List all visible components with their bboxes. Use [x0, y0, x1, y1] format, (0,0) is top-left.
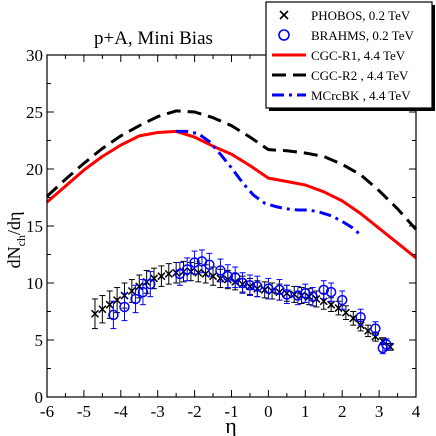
data-point-circle [237, 277, 248, 289]
data-point-x [127, 286, 136, 296]
data-point-circle [281, 289, 293, 300]
data-point-circle [274, 284, 285, 296]
series-line [45, 109, 418, 231]
data-point-x [371, 332, 380, 341]
data-point-circle [318, 284, 329, 296]
data-point-x [98, 305, 107, 314]
legend-marker-x [279, 10, 289, 20]
legend-label: CGC-R2 , 4.4 TeV [311, 68, 409, 83]
x-tick-label: -4 [114, 402, 129, 421]
data-point-circle [145, 278, 156, 290]
legend-label: PHOBOS, 0.2 TeV [311, 8, 411, 23]
legend-marker-circle [278, 29, 290, 41]
series-3 [46, 129, 417, 260]
series-4 [45, 109, 418, 231]
data-point-circle [137, 286, 149, 298]
data-point-x [209, 272, 218, 281]
y-axis-label-sub: ch [14, 235, 28, 246]
data-point-circle [108, 309, 119, 321]
legend-item: CGC-R1, 4.4 TeV [272, 48, 406, 63]
y-tick-label: 30 [26, 46, 43, 65]
data-point-circle [292, 290, 304, 301]
y-tick-label: 25 [26, 103, 43, 122]
x-axis-label: η [225, 413, 237, 436]
data-point-x [164, 269, 173, 278]
data-point-x [194, 268, 203, 277]
y-axis-label: dNch/dη [4, 212, 28, 269]
series-layer [45, 109, 418, 355]
series-2 [108, 249, 392, 355]
data-point-circle [307, 291, 318, 302]
x-tick-label: 4 [412, 402, 421, 421]
x-tick-label: -6 [40, 402, 54, 421]
data-point-circle [355, 311, 366, 323]
data-point-circle [215, 265, 226, 276]
legend-item: BRAHMS, 0.2 TeV [278, 28, 414, 43]
data-point-x [334, 304, 343, 313]
legend-item: CGC-R2 , 4.4 TeV [272, 68, 409, 83]
data-point-x [135, 282, 144, 291]
data-point-circle [119, 301, 130, 313]
series-line [176, 129, 362, 237]
data-point-circle [189, 257, 200, 268]
y-axis-label-tail: /dη [4, 212, 24, 235]
x-tick-label: 2 [338, 402, 347, 421]
x-tick-label: -2 [188, 402, 202, 421]
legend-label: BRAHMS, 0.2 TeV [311, 28, 414, 43]
data-point-circle [222, 270, 234, 282]
data-point-circle [130, 293, 141, 305]
series-5 [176, 129, 362, 237]
data-point-circle [336, 294, 348, 306]
data-point-circle [204, 259, 215, 271]
y-tick-label: 5 [35, 331, 44, 350]
data-point-circle [325, 286, 337, 298]
data-point-x [105, 300, 114, 309]
x-tick-label: 3 [375, 402, 384, 421]
data-point-circle [381, 339, 392, 350]
legend-label: MCrcBK , 4.4 TeV [311, 88, 411, 103]
x-tick-label: -1 [224, 402, 238, 421]
data-point-circle [244, 280, 256, 291]
data-point-circle [370, 323, 381, 334]
data-point-x [327, 300, 336, 309]
y-axis-label-main: dN [4, 246, 24, 268]
x-tick-label: -3 [151, 402, 165, 421]
data-point-circle [174, 268, 186, 280]
data-point-circle [229, 272, 241, 283]
x-tick-label: 1 [301, 402, 310, 421]
svg-text:dNch/dη: dNch/dη [4, 212, 28, 269]
data-point-circle [252, 281, 263, 292]
axes: -6 -5 -4 -3 -2 -1 0 1 2 3 4 0 5 10 15 20 25 30 [26, 46, 421, 421]
legend-item: MCrcBK , 4.4 TeV [272, 88, 411, 103]
data-point-circle [263, 283, 274, 294]
legend: PHOBOS, 0.2 TeV BRAHMS, 0.2 TeV CGC-R1, 4.… [265, 1, 435, 111]
y-tick-label: 15 [26, 217, 43, 236]
data-point-x [90, 309, 100, 318]
y-tick-label: 10 [26, 274, 43, 293]
legend-item: PHOBOS, 0.2 TeV [279, 8, 411, 23]
x-tick-label: 0 [264, 402, 273, 421]
data-point-x [341, 308, 350, 317]
data-point-x [113, 296, 122, 305]
y-tick-label: 20 [26, 160, 43, 179]
data-point-circle [181, 264, 193, 275]
data-point-x [157, 272, 166, 281]
y-tick-label: 0 [35, 388, 44, 407]
chart-title: p+A, Mini Bias [94, 28, 213, 49]
series-line [46, 129, 417, 260]
legend-label: CGC-R1, 4.4 TeV [311, 48, 406, 63]
x-tick-label: -5 [77, 402, 91, 421]
data-point-x [149, 274, 159, 283]
